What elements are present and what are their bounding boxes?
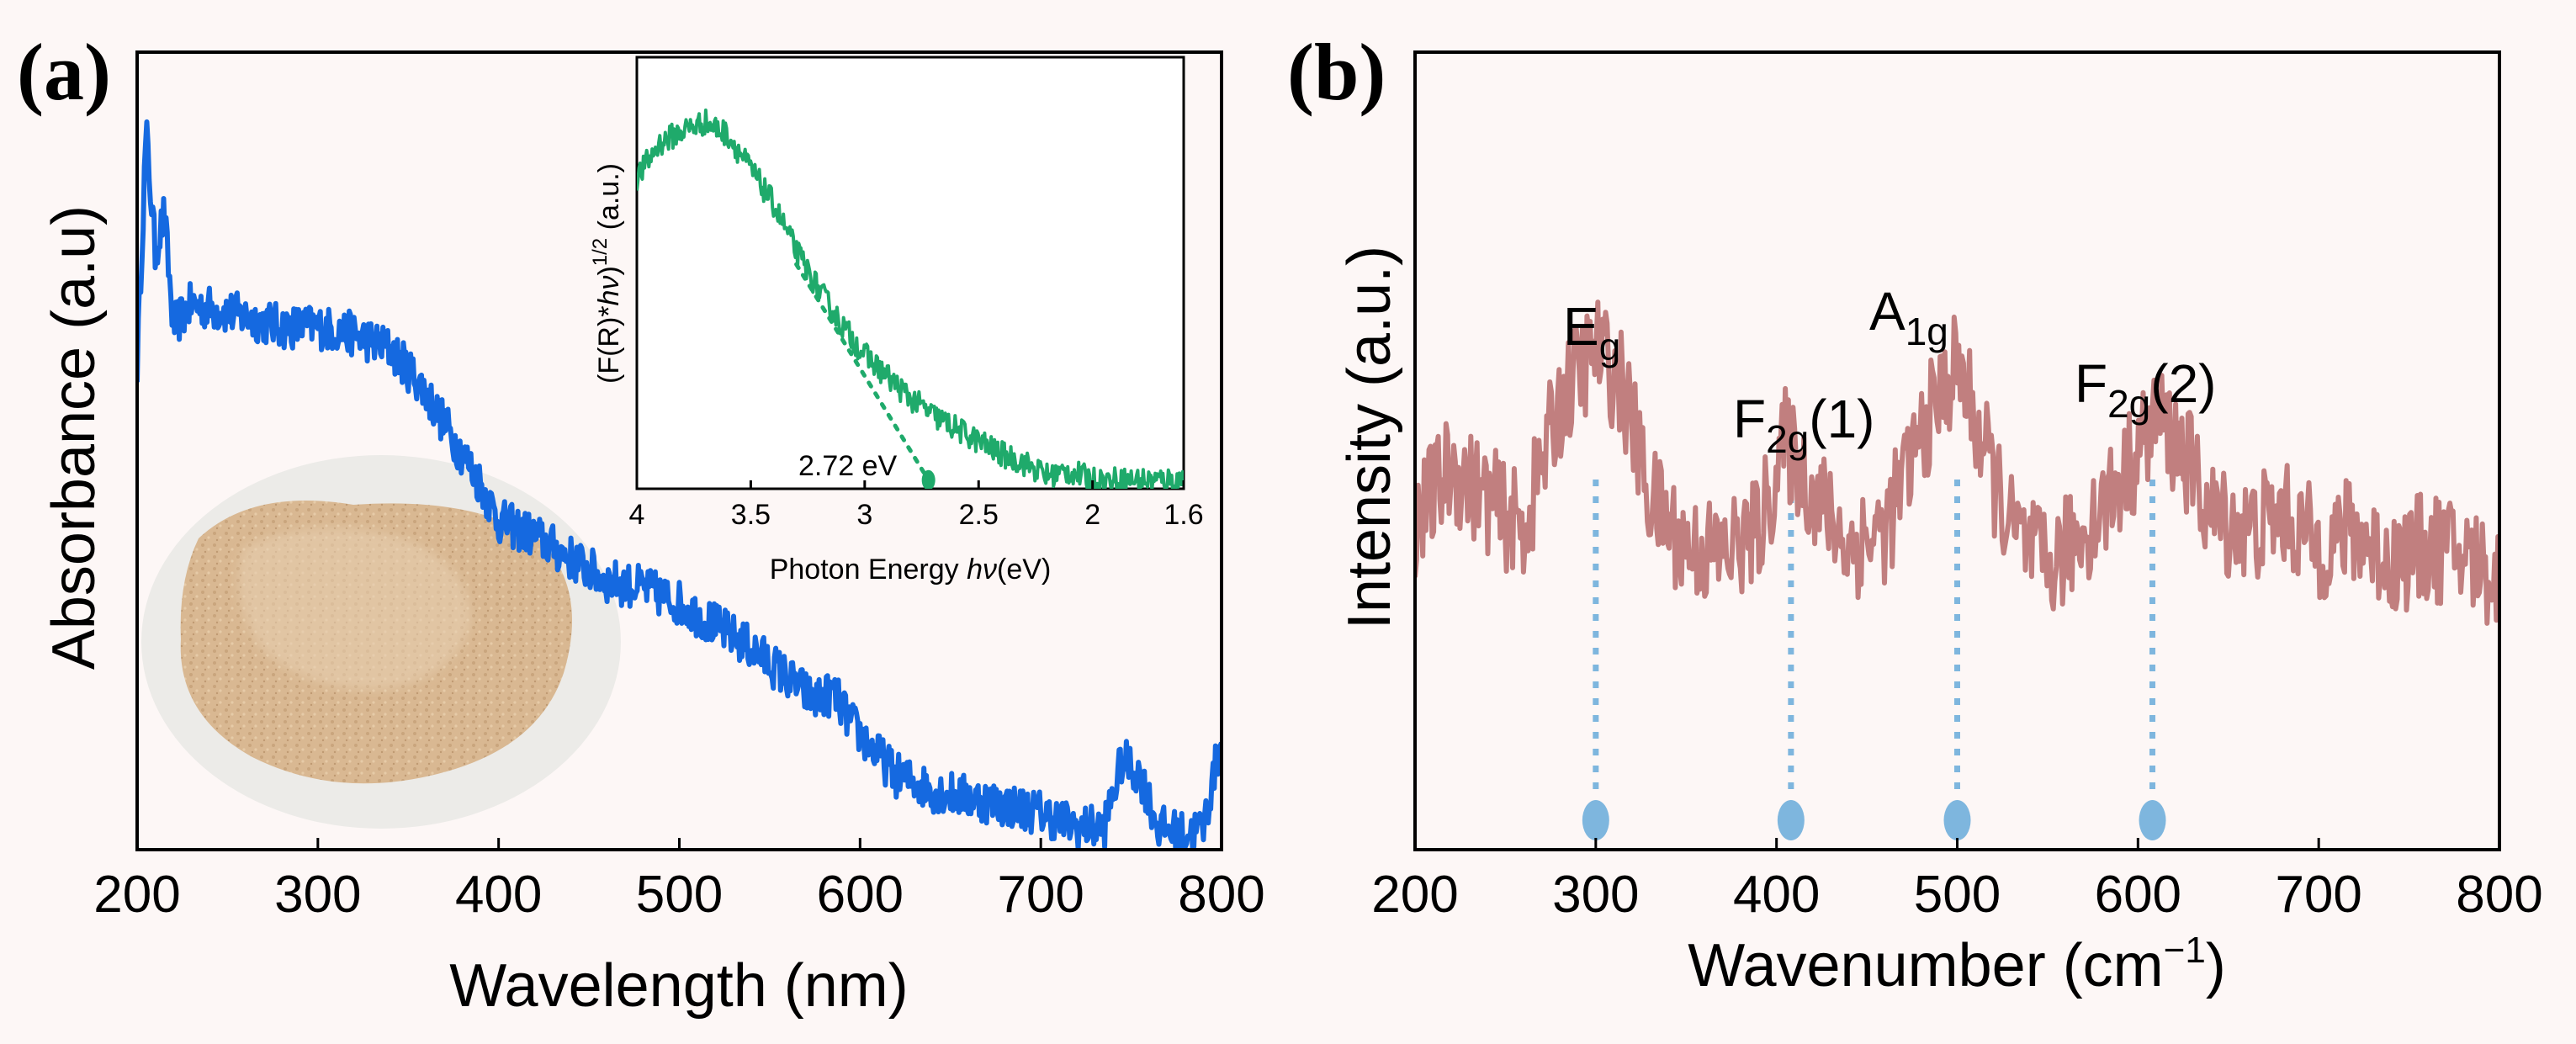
x-tick-label: 3.5 xyxy=(731,499,771,531)
inset-x-ticks: 4 3.5 3 2.5 2 1.6 xyxy=(629,480,1204,531)
inset-x-axis-title: Photon Energy hν(eV) xyxy=(770,554,1052,586)
absorbance-series-line xyxy=(137,119,1222,850)
peak-label: F2g(2) xyxy=(2075,353,2216,426)
peak-labels: Eg F2g(1) A1g F2g(2) xyxy=(1563,281,2216,461)
x-tick-label: 300 xyxy=(1552,866,1639,924)
x-tick-label: 2 xyxy=(1084,499,1100,531)
tauc-tangent-line xyxy=(794,262,931,483)
x-tick-label: 700 xyxy=(2275,866,2361,924)
panel-b-label: (b) xyxy=(1287,27,1386,117)
peak-label: F2g(1) xyxy=(1733,389,1874,461)
raman-series-line xyxy=(1415,299,2499,626)
x-tick-label: 1.6 xyxy=(1163,499,1203,531)
panel-b-y-axis-title: Intensity (a.u.) xyxy=(1336,246,1403,629)
tauc-series-line xyxy=(637,109,1184,489)
band-gap-marker xyxy=(921,469,936,489)
peak-markers xyxy=(1582,480,2166,840)
panel-b-raman: (b) 200 300 400 500 600 700 800 Eg F2g(1) A1g F2g… xyxy=(1287,27,2543,999)
x-tick-label: 200 xyxy=(93,866,180,924)
x-tick-label: 600 xyxy=(2095,866,2181,924)
x-tick-label: 500 xyxy=(636,866,723,924)
panel-b-x-ticks: 200 300 400 500 600 700 800 xyxy=(1371,838,2543,924)
x-tick-label: 800 xyxy=(1178,866,1264,924)
x-tick-label: 300 xyxy=(274,866,361,924)
x-tick-label: 2.5 xyxy=(959,499,999,531)
x-tick-label: 700 xyxy=(997,866,1084,924)
panel-a-absorbance: (a) 200 300 400 500 600 700 800 Wavelength (nm… xyxy=(17,27,1265,1020)
x-tick-label: 600 xyxy=(817,866,904,924)
peak-marker-dot xyxy=(1943,800,1971,840)
panel-a-x-ticks: 200 300 400 500 600 700 800 xyxy=(93,838,1265,924)
x-tick-label: 500 xyxy=(1914,866,2001,924)
panel-a-inset-tauc-plot: 4 3.5 3 2.5 2 1.6 2.72 eV Photon Energy hν(eV… xyxy=(589,56,1204,586)
x-tick-label: 800 xyxy=(2456,866,2542,924)
panel-b-axes-frame xyxy=(1413,50,2501,851)
peak-label: A1g xyxy=(1869,281,1948,353)
x-tick-label: 3 xyxy=(856,499,872,531)
panel-a-label: (a) xyxy=(17,27,111,117)
peak-marker-dot xyxy=(1582,800,1609,840)
panel-a-y-axis-title: Absorbance (a.u) xyxy=(40,205,108,670)
powder-sample-photo xyxy=(141,455,621,829)
x-tick-label: 400 xyxy=(1733,866,1820,924)
x-tick-label: 4 xyxy=(629,499,645,531)
band-gap-annotation: 2.72 eV xyxy=(798,450,898,482)
x-tick-label: 200 xyxy=(1371,866,1458,924)
peak-marker-dot xyxy=(2139,800,2166,840)
panel-a-x-axis-title: Wavelength (nm) xyxy=(449,952,909,1020)
panel-b-x-axis-title: Wavenumber (cm−1) xyxy=(1688,930,2226,999)
peak-marker-dot xyxy=(1777,800,1805,840)
x-tick-label: 400 xyxy=(455,866,542,924)
inset-y-axis-title: (F(R)*hν)1/2 (a.u.) xyxy=(589,163,625,384)
peak-label: Eg xyxy=(1563,296,1620,368)
